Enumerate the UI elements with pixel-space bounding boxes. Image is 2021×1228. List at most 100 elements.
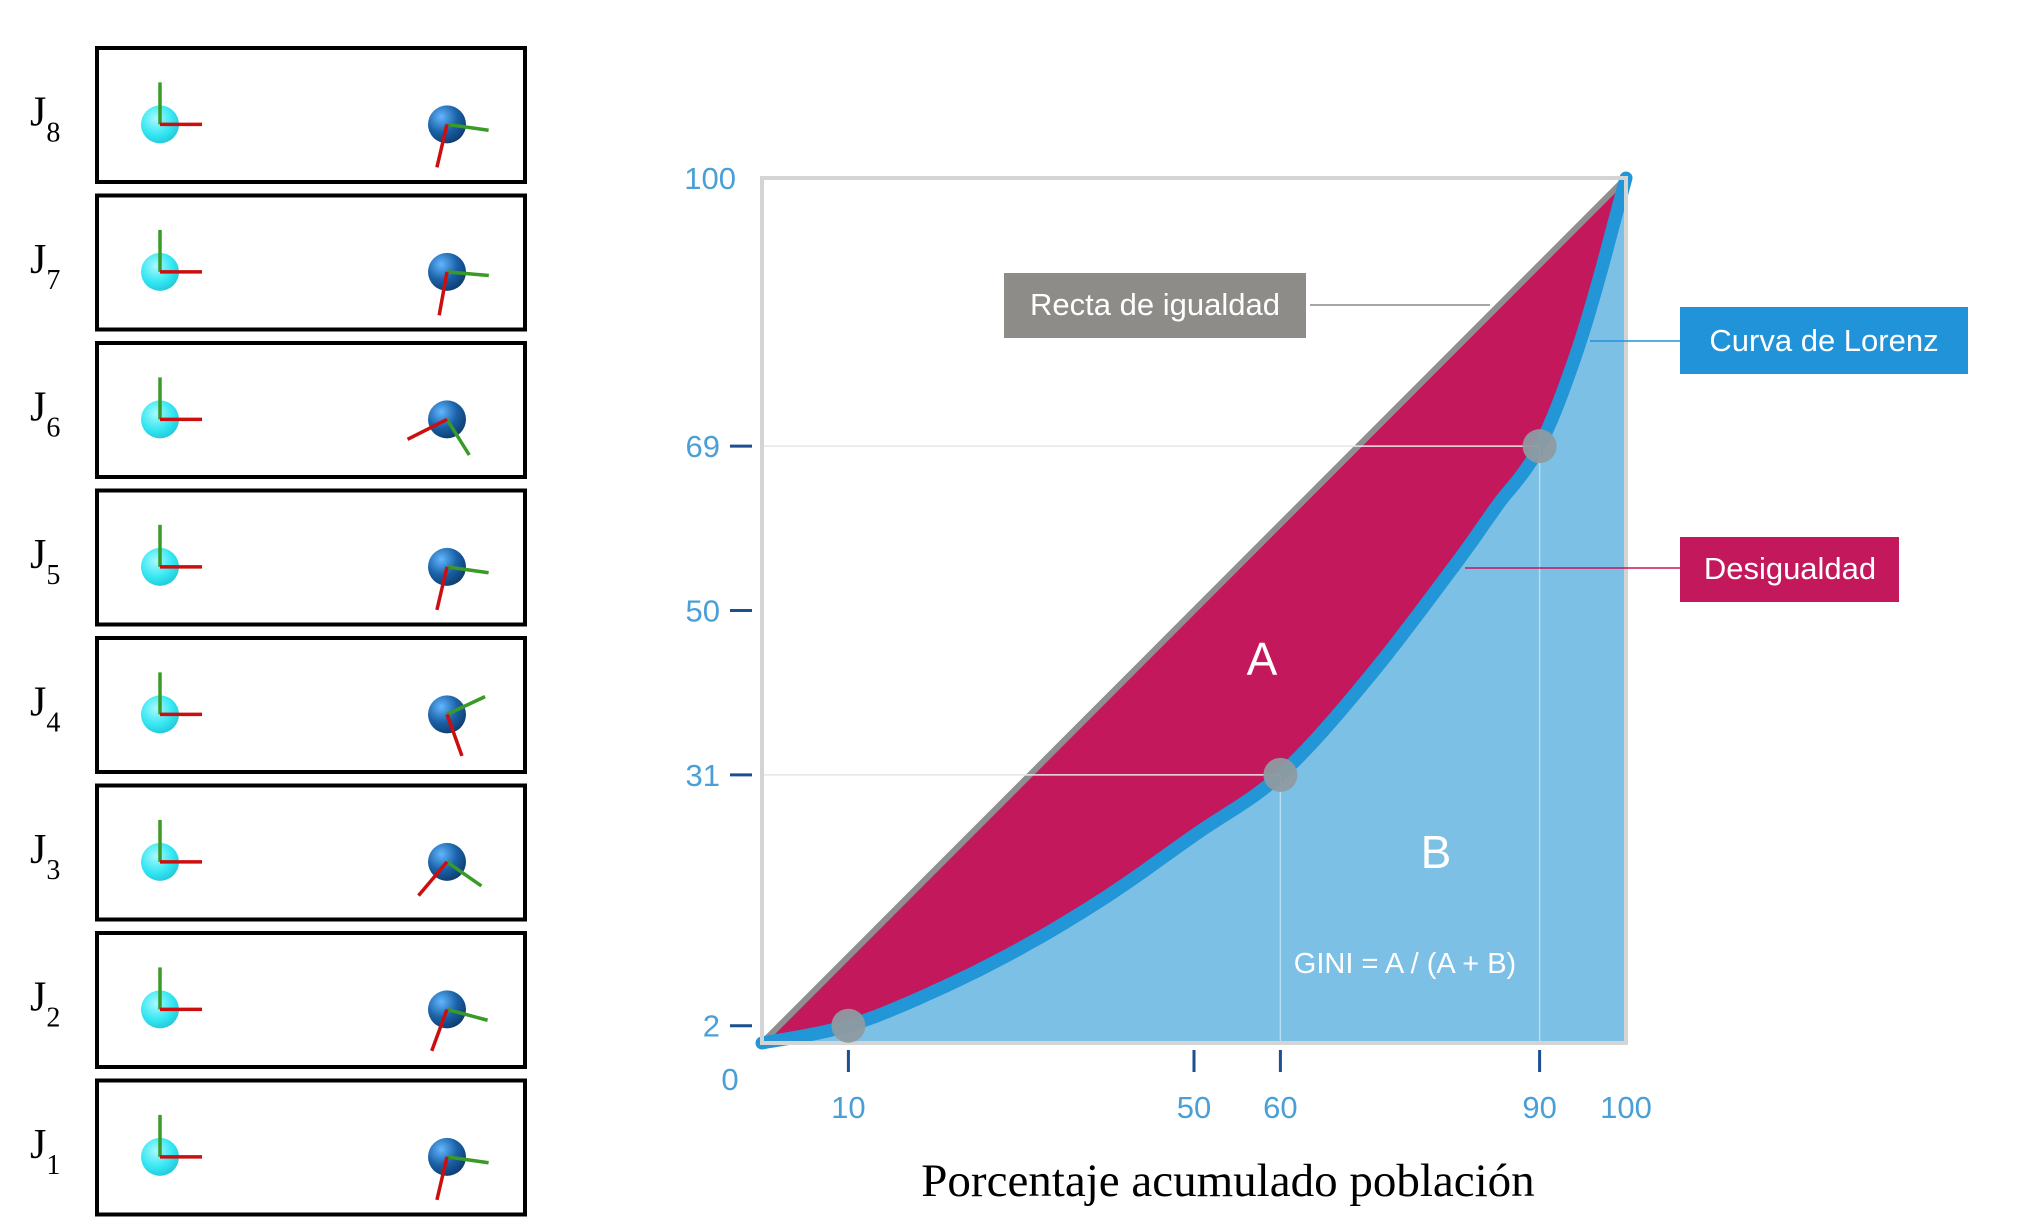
joint-label-subscript: 8	[46, 117, 60, 148]
joint-panel-2: J2	[30, 931, 527, 1069]
joint-panel-list: J8 J7 J6 J5 J4 J3 J2 J1	[30, 46, 527, 1217]
y-axis-arrow	[446, 122, 489, 132]
legend-inequality: Desigualdad	[1465, 537, 1899, 602]
x-axis-title: Porcentaje acumulado población	[921, 1155, 1534, 1207]
x-axis-arrow	[406, 417, 448, 441]
joint-label-subscript: 6	[46, 412, 60, 443]
equality-label: Recta de igualdad	[1030, 287, 1280, 322]
curve-marker	[1522, 429, 1557, 464]
coordinate-frame-icon	[141, 82, 202, 144]
x-axis-arrow	[437, 271, 449, 316]
rotated-coordinate-frame-icon	[417, 842, 483, 897]
x-tick-label: 60	[1263, 1090, 1297, 1125]
x-tick-label: 50	[1177, 1090, 1211, 1125]
equality-line	[759, 175, 1629, 1046]
rotated-axes	[435, 1155, 489, 1201]
y-axis-arrow	[446, 565, 489, 575]
rotated-coordinate-frame-icon	[428, 547, 489, 611]
y-tick-label: 100	[684, 161, 736, 196]
joint-label: J3	[30, 827, 60, 886]
rotated-coordinate-frame-icon	[428, 105, 489, 168]
x-axis-arrow	[435, 1156, 449, 1201]
curve-marker	[831, 1008, 866, 1043]
rotated-axes	[435, 565, 489, 611]
joint-panel-3: J3	[30, 783, 527, 922]
lorenz-chart: 100 69 50 31 2 0 10 50 60 90 100 A B GINI = A / (…	[684, 161, 1968, 1207]
y-tick-label: 2	[703, 1009, 720, 1044]
joint-label: J8	[30, 90, 60, 149]
rotated-coordinate-frame-icon	[428, 252, 489, 316]
inequality-label-box	[1680, 537, 1899, 602]
joint-label-subscript: 4	[46, 707, 60, 738]
joint-label-subscript: 7	[46, 265, 60, 296]
rotated-axes	[435, 122, 489, 168]
equality-label-box	[1004, 273, 1306, 338]
y-axis-arrow	[446, 695, 486, 716]
rotated-axes	[437, 270, 489, 316]
rotated-axes	[430, 1007, 489, 1052]
joint-label: J5	[30, 532, 60, 591]
coordinate-frame-icon	[141, 819, 202, 881]
joint-panel-4: J4	[30, 636, 527, 774]
plot-border	[760, 176, 1628, 1045]
joint-label: J1	[30, 1122, 60, 1181]
coordinate-frame-icon	[141, 524, 202, 586]
rotated-axes	[417, 860, 483, 897]
rotated-axes	[406, 417, 471, 456]
region-label-b: B	[1421, 826, 1452, 878]
rotated-coordinate-frame-icon	[428, 1137, 489, 1201]
y-axis-arrow	[446, 270, 489, 278]
legend-equality: Recta de igualdad	[1004, 273, 1490, 338]
x-axis-arrow	[445, 713, 464, 757]
x-axis-arrow	[435, 123, 449, 168]
x-tick-label: 0	[721, 1062, 738, 1097]
joint-panel-6: J6	[30, 341, 527, 479]
coordinate-frame-icon	[141, 967, 202, 1029]
y-tick-label: 69	[686, 429, 720, 464]
rotated-coordinate-frame-icon	[406, 400, 471, 456]
x-tick-label: 90	[1522, 1090, 1556, 1125]
joint-label: J6	[30, 385, 60, 444]
curve-marker	[1263, 757, 1298, 792]
region-label-a: A	[1247, 633, 1278, 685]
joint-label-subscript: 3	[46, 855, 60, 886]
lorenz-area-b	[762, 178, 1626, 1043]
joint-label: J2	[30, 975, 60, 1034]
y-tick-label: 50	[686, 594, 720, 629]
joint-label-subscript: 2	[46, 1002, 60, 1033]
coordinate-frame-icon	[141, 377, 202, 439]
coordinate-frame-icon	[141, 229, 202, 291]
joint-panel-5: J5	[30, 488, 527, 627]
y-axis-arrow	[445, 860, 483, 888]
joint-panel-7: J7	[30, 193, 527, 332]
inequality-label: Desigualdad	[1704, 551, 1876, 586]
joint-label-subscript: 5	[46, 560, 60, 591]
joint-label-subscript: 1	[46, 1150, 60, 1181]
y-tick-label: 31	[686, 758, 720, 793]
curve-markers	[831, 429, 1557, 1043]
lorenz-label-box	[1680, 307, 1968, 374]
x-axis-arrow	[430, 1008, 449, 1052]
coordinate-frame-icon	[141, 1114, 202, 1176]
x-tick-label: 100	[1600, 1090, 1652, 1125]
lorenz-label: Curva de Lorenz	[1709, 323, 1938, 358]
x-axis: 0 10 50 60 90 100	[721, 1050, 1652, 1125]
x-axis-arrow	[417, 860, 449, 897]
x-axis-arrow	[435, 566, 449, 611]
joint-label: J7	[30, 237, 60, 296]
rotated-coordinate-frame-icon	[428, 990, 489, 1052]
legend-lorenz: Curva de Lorenz	[1590, 307, 1968, 374]
rotated-axes	[445, 695, 486, 757]
joint-panel-8: J8	[30, 46, 527, 184]
y-axis-arrow	[446, 1155, 489, 1165]
coordinate-frame-icon	[141, 672, 202, 734]
rotated-coordinate-frame-icon	[428, 695, 486, 757]
x-tick-label: 10	[831, 1090, 865, 1125]
guide-lines	[762, 445, 1541, 1043]
joint-label: J4	[30, 680, 60, 739]
joint-panel-1: J1	[30, 1078, 527, 1217]
y-axis-arrow	[445, 418, 471, 456]
gini-formula: GINI = A / (A + B)	[1294, 948, 1516, 980]
y-axis-arrow	[446, 1007, 489, 1022]
